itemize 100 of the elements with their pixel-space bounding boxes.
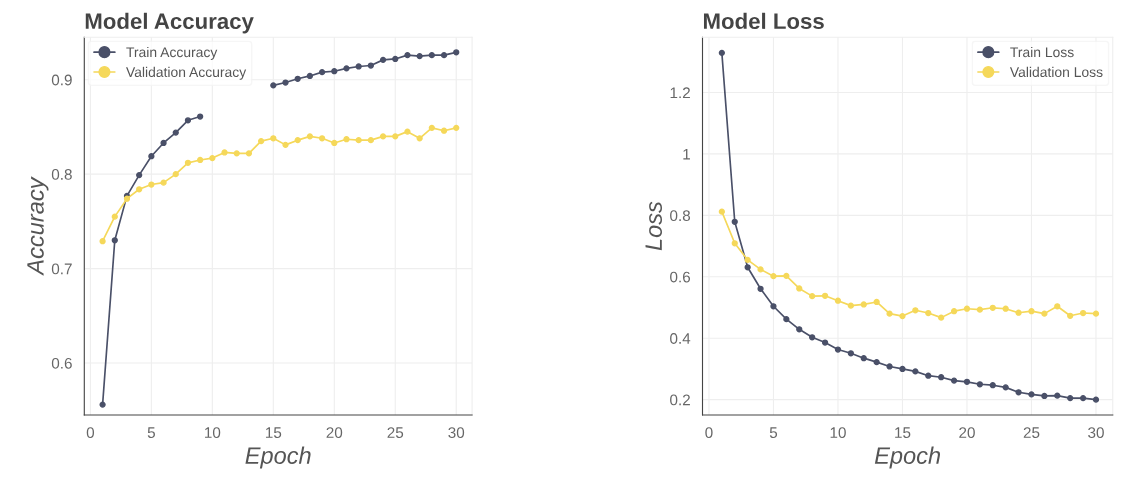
point	[1092, 310, 1100, 317]
point	[306, 72, 314, 80]
point	[731, 218, 738, 225]
point	[282, 141, 289, 149]
point	[148, 153, 155, 160]
y-tick-label: 0.4	[670, 333, 691, 344]
x-tick-label: 5	[769, 427, 778, 439]
point	[306, 133, 314, 140]
point	[834, 297, 842, 304]
point	[160, 139, 167, 147]
point	[379, 133, 387, 140]
x-tick-label: 5	[147, 427, 155, 439]
point	[783, 316, 790, 323]
point	[809, 293, 816, 300]
point	[821, 292, 829, 299]
x-tick-label: 0	[705, 427, 713, 439]
point	[744, 264, 751, 271]
point	[899, 365, 906, 373]
point	[718, 49, 725, 56]
point	[886, 310, 893, 317]
point	[873, 298, 880, 306]
point	[886, 363, 893, 370]
point	[172, 171, 179, 178]
point	[392, 133, 399, 140]
point	[1054, 303, 1061, 310]
legend-label: Train Loss	[1010, 46, 1074, 58]
point	[355, 63, 362, 70]
point	[453, 49, 460, 56]
point	[172, 129, 179, 136]
point	[404, 128, 411, 135]
point	[976, 306, 984, 313]
point	[757, 285, 764, 292]
point	[770, 303, 777, 310]
x-tick-label: 15	[895, 427, 911, 439]
point	[770, 273, 777, 280]
point	[367, 62, 374, 69]
point	[136, 186, 143, 193]
x-tick-label: 15	[265, 427, 282, 439]
point	[428, 52, 435, 59]
chart-title: Model Accuracy	[85, 12, 254, 34]
point	[1002, 305, 1009, 312]
y-tick-label: 0.8	[670, 210, 691, 222]
point	[111, 237, 118, 244]
x-tick-label: 30	[448, 427, 465, 439]
point	[925, 372, 932, 379]
point	[757, 266, 764, 273]
x-tick-label: 10	[830, 427, 846, 439]
point	[318, 69, 326, 76]
point	[270, 82, 277, 89]
point	[912, 368, 919, 375]
point	[160, 179, 167, 186]
point	[847, 350, 854, 357]
point	[860, 301, 867, 308]
point	[718, 208, 725, 215]
point	[860, 355, 867, 362]
point	[1079, 394, 1087, 402]
point	[1015, 309, 1022, 316]
x-tick-label: 25	[387, 427, 404, 439]
point	[184, 159, 192, 166]
x-axis-title: Epoch	[245, 446, 311, 469]
point	[834, 346, 842, 353]
point	[1041, 310, 1048, 317]
point	[184, 117, 192, 124]
point	[1002, 384, 1009, 391]
x-tick-label: 30	[1088, 427, 1104, 439]
legend-label: Train Accuracy	[126, 46, 218, 60]
point	[343, 136, 350, 143]
point	[1092, 396, 1100, 403]
point	[1015, 389, 1022, 396]
x-axis-title: Epoch	[874, 446, 941, 469]
point	[873, 359, 880, 366]
point	[416, 52, 423, 60]
point	[744, 256, 751, 264]
x-tick-label: 20	[326, 427, 343, 439]
point	[809, 334, 816, 341]
point	[197, 156, 204, 164]
point	[404, 52, 411, 59]
x-tick-label: 25	[1023, 427, 1040, 439]
point	[379, 56, 387, 63]
point	[355, 137, 362, 144]
point	[331, 139, 338, 147]
y-tick-label: 0.8	[51, 169, 72, 180]
point	[136, 171, 143, 179]
point	[821, 339, 829, 346]
point	[294, 137, 301, 144]
point	[950, 308, 958, 315]
y-axis-title: Loss	[645, 201, 663, 251]
point	[963, 305, 971, 312]
point	[1041, 392, 1048, 400]
y-tick-label: 0.7	[51, 263, 72, 275]
point	[796, 326, 803, 333]
point	[440, 52, 448, 59]
point	[282, 79, 289, 86]
point	[1028, 308, 1035, 315]
point	[367, 137, 374, 144]
point	[233, 150, 240, 157]
point	[976, 381, 984, 388]
point	[111, 213, 118, 220]
point	[221, 149, 228, 156]
point	[294, 75, 301, 82]
